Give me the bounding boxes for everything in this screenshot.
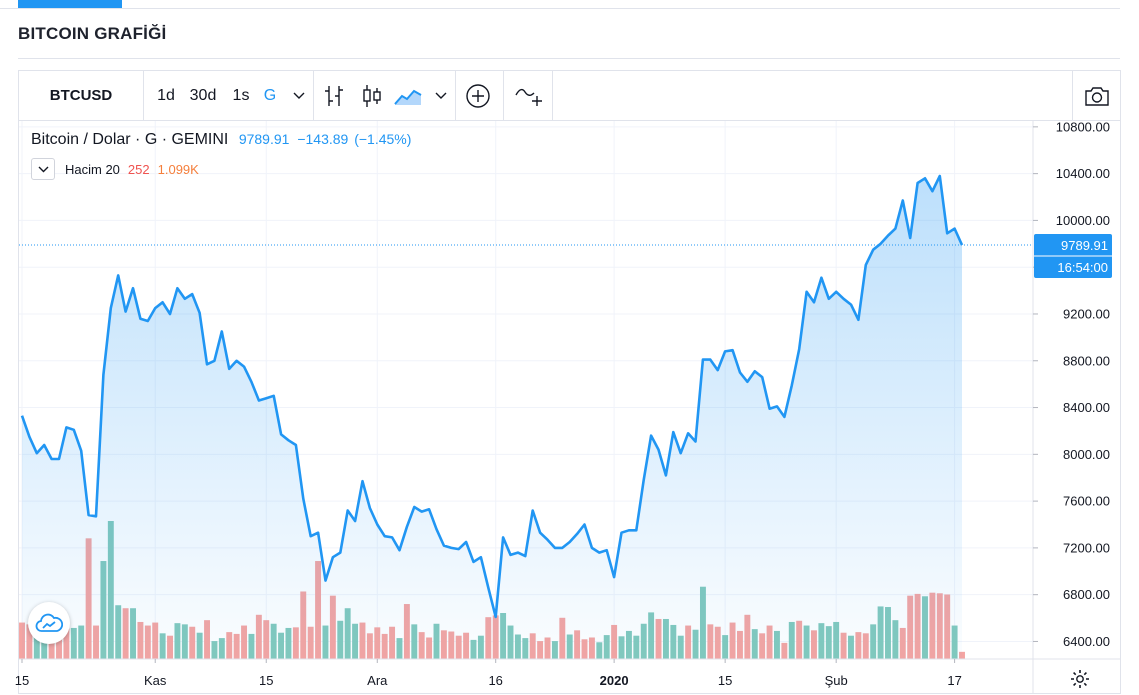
y-tick-label: 10400.00 <box>1056 166 1110 181</box>
settings-button[interactable] <box>1066 665 1094 693</box>
title-divider <box>18 58 1120 59</box>
bar-chart-icon[interactable] <box>317 71 353 120</box>
add-indicator-icon[interactable] <box>461 71 495 120</box>
x-tick-label: 17 <box>947 673 961 688</box>
last-value: 9789.91 <box>238 131 290 147</box>
x-tick-label: Şub <box>825 673 848 688</box>
change-percent: (−1.45%) <box>354 131 412 147</box>
y-tick-label: 9200.00 <box>1063 306 1110 321</box>
active-tab-indicator <box>18 0 122 8</box>
x-tick-label: 15 <box>718 673 732 688</box>
chart-widget <box>18 70 1121 694</box>
x-tick-label: Kas <box>144 673 167 688</box>
x-tick-label: 2020 <box>600 673 629 688</box>
interval-30d-button[interactable]: 30d <box>189 86 217 104</box>
collapse-legend-button[interactable] <box>31 158 55 180</box>
change-value: −143.89 <box>297 131 349 147</box>
volume-name: Hacim 20 <box>65 161 120 177</box>
x-tick-label: 16 <box>488 673 502 688</box>
symbol-search-button[interactable]: BTCUSD <box>49 87 113 104</box>
toolbar-separator <box>552 71 553 120</box>
camera-icon[interactable] <box>1075 71 1119 120</box>
toolbar-separator <box>503 71 504 120</box>
x-tick-label: 15 <box>15 673 29 688</box>
series-legend: Bitcoin / Dolar · G · GEMINI 9789.91 −14… <box>31 131 411 149</box>
chart-logo-button[interactable] <box>28 602 70 644</box>
interval-1d-button[interactable]: 1d <box>157 86 175 104</box>
compare-icon[interactable] <box>509 71 551 120</box>
interval-g-button[interactable]: G <box>263 86 277 104</box>
y-tick-label: 7600.00 <box>1063 494 1110 509</box>
interval-1s-button[interactable]: 1s <box>232 86 250 104</box>
candlestick-icon[interactable] <box>355 71 389 120</box>
toolbar-separator <box>1072 71 1073 120</box>
x-tick-label: 15 <box>259 673 273 688</box>
series-name: Bitcoin / Dolar · G · GEMINI <box>31 131 229 148</box>
page-title: BITCOIN GRAFİĞİ <box>18 24 167 43</box>
toolbar-separator <box>455 71 456 120</box>
y-tick-label: 7200.00 <box>1063 540 1110 555</box>
chart-toolbar: BTCUSD 1d 30d 1s G <box>19 71 1120 121</box>
price-tag-value: 9789.91 <box>1061 238 1108 253</box>
x-tick-label: Ara <box>367 673 388 688</box>
y-tick-label: 8000.00 <box>1063 447 1110 462</box>
y-tick-label: 10000.00 <box>1056 213 1110 228</box>
top-divider <box>0 8 1120 9</box>
y-tick-label: 6800.00 <box>1063 587 1110 602</box>
y-tick-label: 8800.00 <box>1063 353 1110 368</box>
chevron-down-icon <box>38 166 48 172</box>
interval-dropdown-chevron-icon[interactable] <box>287 71 311 120</box>
y-tick-label: 8400.00 <box>1063 400 1110 415</box>
volume-legend: Hacim 20 252 1.099K <box>31 158 199 180</box>
y-tick-label: 10800.00 <box>1056 119 1110 134</box>
toolbar-separator <box>313 71 314 120</box>
volume-ma-value: 1.099K <box>157 161 199 177</box>
y-tick-label: 6400.00 <box>1063 634 1110 649</box>
gear-icon <box>1071 670 1089 688</box>
price-area-fill <box>22 176 962 659</box>
cloud-chart-icon <box>35 613 63 632</box>
price-line <box>20 174 964 619</box>
price-tag-countdown: 16:54:00 <box>1057 260 1108 275</box>
area-chart-icon[interactable] <box>393 71 423 120</box>
toolbar-separator <box>143 71 144 120</box>
volume-value: 252 <box>127 161 150 177</box>
chart-type-chevron-icon[interactable] <box>429 71 453 120</box>
